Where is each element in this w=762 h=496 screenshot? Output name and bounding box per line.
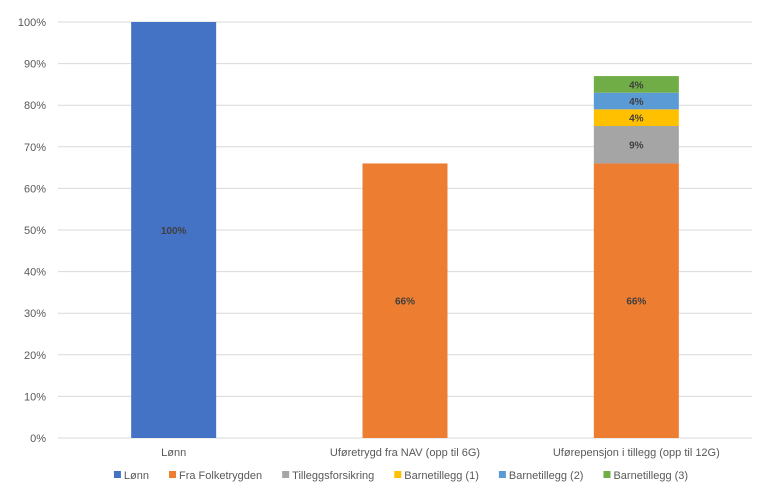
data-label: 4% bbox=[629, 97, 644, 108]
bar-segment bbox=[131, 22, 217, 438]
y-tick-label: 100% bbox=[18, 17, 46, 29]
legend-label: Barnetillegg (3) bbox=[613, 470, 688, 482]
y-tick-label: 40% bbox=[24, 267, 46, 279]
legend: Lønn Fra Folketrygden Tilleggsforsikring Ba… bbox=[113, 470, 688, 482]
bar-segment bbox=[593, 109, 679, 126]
y-tick-label: 90% bbox=[24, 59, 46, 71]
data-label: 4% bbox=[629, 80, 644, 91]
legend-label: Barnetillegg (1) bbox=[404, 470, 479, 482]
legend-item: Fra Folketrygden bbox=[169, 470, 262, 482]
bar-segment bbox=[593, 126, 679, 164]
y-tick-label: 30% bbox=[24, 308, 46, 320]
data-label: 66% bbox=[395, 297, 415, 308]
legend-swatch bbox=[169, 471, 177, 478]
data-label: 9% bbox=[629, 141, 644, 152]
bars: 100% 66% 66% 9% 4% 4% 4% bbox=[131, 22, 679, 438]
x-tick-label: Lønn bbox=[161, 447, 186, 459]
legend-item: Barnetillegg (3) bbox=[603, 470, 688, 482]
y-tick-label: 0% bbox=[30, 433, 46, 445]
legend-swatch bbox=[394, 471, 402, 478]
y-tick-label: 10% bbox=[24, 391, 46, 403]
legend-item: Lønn bbox=[113, 470, 149, 482]
legend-swatch bbox=[113, 471, 121, 478]
legend-swatch bbox=[603, 471, 611, 478]
legend-label: Barnetillegg (2) bbox=[509, 470, 584, 482]
x-axis: Lønn Uføretrygd fra NAV (opp til 6G) Uføre… bbox=[161, 447, 720, 459]
legend-label: Tilleggsforsikring bbox=[292, 470, 374, 482]
data-label: 66% bbox=[626, 297, 646, 308]
bar-segment bbox=[362, 163, 448, 438]
legend-item: Barnetillegg (1) bbox=[394, 470, 479, 482]
y-tick-label: 60% bbox=[24, 183, 46, 195]
x-tick-label: Uføretrygd fra NAV (opp til 6G) bbox=[330, 447, 480, 459]
legend-swatch bbox=[498, 471, 506, 478]
bar-segment bbox=[593, 76, 679, 93]
bar-segment bbox=[593, 163, 679, 438]
legend-item: Barnetillegg (2) bbox=[498, 470, 584, 482]
legend-swatch bbox=[282, 471, 290, 478]
bar-segment bbox=[593, 92, 679, 110]
legend-label: Fra Folketrygden bbox=[179, 470, 262, 482]
x-tick-label: Uførepensjon i tillegg (opp til 12G) bbox=[553, 447, 720, 459]
legend-label: Lønn bbox=[124, 470, 149, 482]
y-tick-label: 50% bbox=[24, 225, 46, 237]
y-axis: 0% 10% 20% 30% 40% 50% 60% 70% 80% 90% 100% bbox=[18, 17, 46, 445]
data-label: 4% bbox=[629, 114, 644, 125]
y-tick-label: 20% bbox=[24, 350, 46, 362]
data-label: 100% bbox=[161, 226, 187, 237]
y-tick-label: 70% bbox=[24, 142, 46, 154]
y-tick-label: 80% bbox=[24, 100, 46, 112]
legend-item: Tilleggsforsikring bbox=[282, 470, 374, 482]
